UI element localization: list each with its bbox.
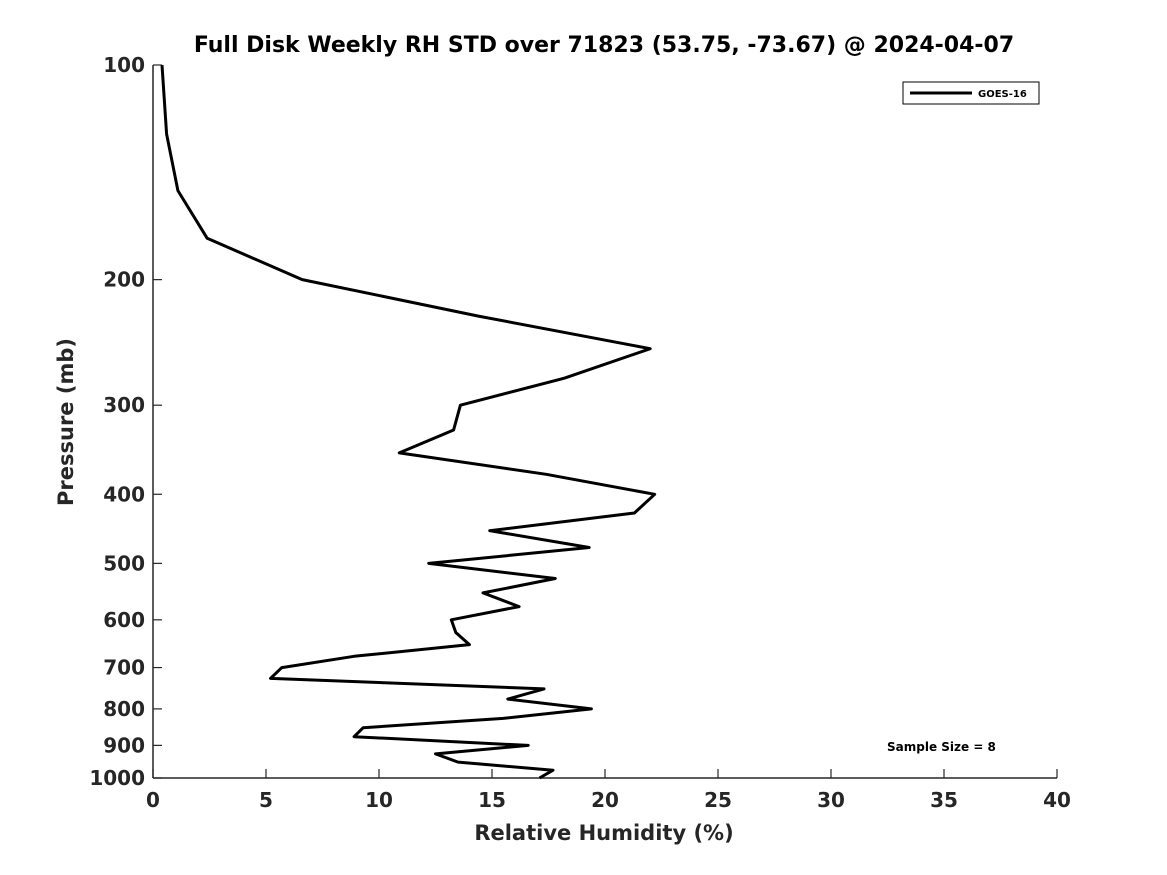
y-tick-label: 1000 xyxy=(89,766,145,790)
x-axis-label: Relative Humidity (%) xyxy=(474,821,733,845)
x-tick-label: 15 xyxy=(478,788,506,812)
plot-area xyxy=(152,65,1057,779)
y-ticks: 100 200 300 400 500 600 700 800 900 1000 xyxy=(89,53,162,790)
y-tick-label: 400 xyxy=(103,482,145,506)
y-tick-label: 300 xyxy=(103,393,145,417)
x-tick-label: 30 xyxy=(817,788,845,812)
y-tick-label: 200 xyxy=(103,268,145,292)
y-tick-label: 900 xyxy=(103,733,145,757)
y-tick-label: 700 xyxy=(103,656,145,680)
y-tick-label: 100 xyxy=(103,53,145,77)
y-tick-label: 800 xyxy=(103,697,145,721)
x-tick-label: 5 xyxy=(259,788,273,812)
x-tick-label: 0 xyxy=(146,788,160,812)
x-tick-label: 40 xyxy=(1043,788,1071,812)
legend: GOES-16 xyxy=(902,81,1040,105)
y-tick-label: 500 xyxy=(103,551,145,575)
series-layer xyxy=(160,64,657,780)
sample-size-annotation: Sample Size = 8 xyxy=(887,740,996,754)
chart-title: Full Disk Weekly RH STD over 71823 (53.7… xyxy=(194,33,1014,58)
y-axis-label: Pressure (mb) xyxy=(54,338,78,506)
x-tick-label: 25 xyxy=(704,788,732,812)
x-ticks: 0 5 10 15 20 25 30 35 40 xyxy=(146,769,1071,812)
y-tick-label: 600 xyxy=(103,608,145,632)
x-tick-label: 10 xyxy=(365,788,393,812)
legend-label-goes-16: GOES-16 xyxy=(978,89,1027,100)
x-tick-label: 20 xyxy=(591,788,619,812)
series-line-goes-16 xyxy=(160,64,657,780)
x-tick-label: 35 xyxy=(930,788,958,812)
